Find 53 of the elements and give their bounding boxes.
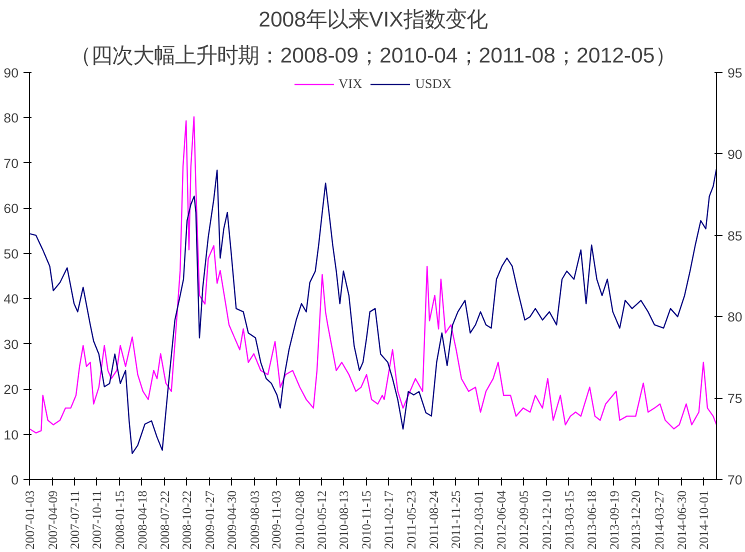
y-tick-label: 80 xyxy=(4,110,19,126)
x-tick-label: 2009-04-30 xyxy=(225,490,240,550)
y2-tick-label: 75 xyxy=(728,391,742,406)
x-tick-label: 2011-11-25 xyxy=(448,490,463,549)
x-tick-label: 2008-07-22 xyxy=(158,490,172,550)
chart-subtitle: （四次大幅上升时期：2008-09；2010-04；2011-08；2012-05） xyxy=(70,44,676,68)
y2-tick-label: 80 xyxy=(728,310,742,325)
x-tick-label: 2008-10-22 xyxy=(180,490,194,550)
x-tick-label: 2013-12-20 xyxy=(629,490,644,550)
legend-label: VIX xyxy=(338,76,362,92)
y-tick-label: 20 xyxy=(4,382,19,398)
x-tick-label: 2009-01-27 xyxy=(202,490,217,550)
x-tick-label: 2013-09-19 xyxy=(607,490,622,550)
y2-tick-label: 95 xyxy=(728,66,742,80)
x-tick-label: 2010-05-12 xyxy=(315,490,330,550)
y-tick-label: 0 xyxy=(11,472,19,488)
line-series xyxy=(30,168,716,454)
x-tick-label: 2012-03-01 xyxy=(472,490,486,550)
x-tick-label: 2010-08-13 xyxy=(337,490,352,550)
x-tick-label: 2012-06-04 xyxy=(494,490,509,550)
x-tick-label: 2008-04-18 xyxy=(135,490,150,550)
chart-title: 2008年以来VIX指数变化 xyxy=(258,8,488,32)
y2-tick-label: 90 xyxy=(728,146,742,162)
legend-label: USDX xyxy=(415,76,452,92)
y-tick-label: 90 xyxy=(4,66,19,80)
y2-tick-label: 70 xyxy=(728,472,742,488)
y-tick-label: 10 xyxy=(4,427,19,442)
x-tick-label: 2013-03-15 xyxy=(562,490,576,550)
y-tick-label: 60 xyxy=(4,201,19,216)
x-tick-label: 2008-01-15 xyxy=(112,490,127,550)
x-tick-label: 2010-11-15 xyxy=(360,490,374,550)
x-tick-label: 2013-06-18 xyxy=(585,490,600,550)
x-tick-label: 2011-05-23 xyxy=(404,490,419,550)
y2-tick-label: 85 xyxy=(728,228,742,244)
x-tick-label: 2014-06-30 xyxy=(674,490,689,550)
x-tick-label: 2010-02-08 xyxy=(292,490,307,550)
y-tick-label: 40 xyxy=(4,292,19,307)
x-tick-label: 2007-01-03 xyxy=(23,490,37,550)
y-tick-label: 50 xyxy=(4,246,19,262)
y-tick-label: 30 xyxy=(4,336,19,352)
y-tick-label: 70 xyxy=(4,156,19,171)
x-tick-label: 2011-08-24 xyxy=(426,490,441,550)
x-tick-label: 2014-03-27 xyxy=(652,490,666,550)
line-series xyxy=(30,116,716,434)
x-tick-label: 2009-11-03 xyxy=(270,490,284,550)
x-tick-label: 2007-04-09 xyxy=(46,490,60,550)
x-tick-label: 2007-10-11 xyxy=(90,490,104,550)
x-tick-label: 2012-12-10 xyxy=(540,490,554,550)
x-tick-label: 2011-02-17 xyxy=(382,490,396,550)
x-tick-label: 2014-10-01 xyxy=(697,490,712,550)
x-tick-label: 2012-09-05 xyxy=(516,490,531,550)
x-tick-label: 2007-07-11 xyxy=(68,490,82,550)
x-tick-label: 2009-08-03 xyxy=(248,490,262,550)
